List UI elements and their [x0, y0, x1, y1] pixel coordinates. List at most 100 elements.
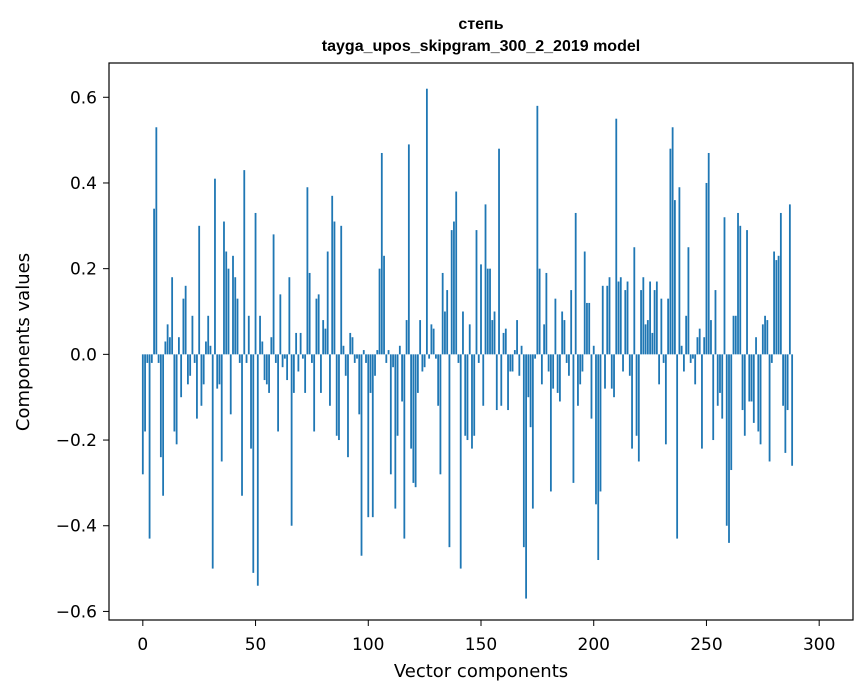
bar-29 — [207, 315, 210, 355]
bar-152 — [484, 204, 487, 355]
bar-26 — [200, 354, 203, 406]
bar-113 — [396, 354, 399, 436]
bar-10 — [164, 341, 167, 355]
bar-252 — [710, 320, 712, 355]
bar-57 — [270, 337, 273, 355]
y-tick-label: −0.6 — [56, 602, 97, 622]
bar-76 — [313, 354, 316, 432]
bar-146 — [471, 354, 473, 449]
bar-257 — [721, 354, 724, 419]
bar-98 — [362, 350, 365, 355]
bar-132 — [439, 354, 442, 475]
bar-197 — [586, 302, 588, 355]
bar-287 — [788, 204, 791, 355]
bar-119 — [410, 354, 413, 449]
bar-210 — [615, 118, 618, 355]
bar-258 — [723, 217, 726, 355]
bar-208 — [610, 354, 613, 389]
x-axis-ticks: 0 50 100 150 200 250 300 — [137, 620, 835, 655]
y-tick-label: −0.4 — [56, 517, 97, 537]
bar-7 — [157, 354, 160, 363]
bar-246 — [696, 337, 699, 355]
bar-179 — [545, 272, 548, 355]
bar-205 — [604, 354, 606, 389]
bar-25 — [198, 225, 201, 355]
bar-81 — [324, 328, 327, 355]
y-tick-label: 0.4 — [70, 174, 97, 194]
bar-171 — [527, 354, 530, 398]
bar-262 — [732, 315, 735, 355]
bar-108 — [385, 354, 388, 363]
bar-254 — [714, 290, 717, 355]
bar-165 — [513, 350, 516, 355]
bar-190 — [570, 290, 573, 355]
bar-130 — [435, 354, 437, 359]
bar-110 — [389, 354, 392, 475]
bar-120 — [412, 354, 415, 483]
bar-180 — [547, 354, 550, 372]
bar-261 — [730, 354, 733, 471]
bar-12 — [168, 337, 171, 355]
bar-209 — [613, 354, 615, 398]
y-tick-label: −0.2 — [56, 431, 97, 451]
bar-274 — [759, 354, 762, 445]
y-tick-label: 0.0 — [70, 345, 97, 365]
bar-48 — [250, 354, 252, 449]
y-tick-label: 0.2 — [70, 260, 97, 280]
bar-53 — [261, 341, 264, 355]
bar-161 — [504, 328, 507, 355]
bar-33 — [216, 354, 219, 389]
bar-88 — [340, 225, 343, 355]
bar-124 — [421, 354, 424, 372]
x-tick-label: 50 — [245, 635, 267, 655]
bar-251 — [707, 152, 710, 355]
bar-154 — [489, 268, 491, 355]
bar-280 — [773, 251, 775, 355]
bar-231 — [662, 354, 665, 363]
bar-173 — [531, 354, 534, 509]
bar-240 — [683, 354, 685, 372]
bar-43 — [238, 354, 241, 363]
bar-105 — [378, 268, 381, 355]
bar-74 — [308, 272, 311, 355]
bar-245 — [694, 354, 697, 385]
bar-181 — [549, 354, 552, 492]
bar-212 — [619, 277, 622, 355]
bar-100 — [367, 354, 370, 518]
bar-270 — [750, 354, 753, 402]
bar-226 — [651, 332, 654, 355]
bar-186 — [561, 311, 564, 355]
bar-185 — [559, 354, 561, 402]
bar-247 — [698, 328, 701, 355]
bar-239 — [680, 345, 683, 355]
bar-237 — [676, 354, 679, 539]
bar-52 — [259, 315, 261, 355]
bar-221 — [640, 290, 642, 355]
bar-114 — [398, 345, 401, 355]
x-tick-label: 250 — [690, 635, 722, 655]
bar-189 — [568, 354, 570, 376]
bar-46 — [245, 354, 248, 363]
bar-160 — [502, 332, 505, 355]
bar-144 — [466, 354, 469, 441]
bar-269 — [748, 354, 751, 402]
bar-31 — [211, 354, 214, 569]
bar-281 — [775, 260, 778, 355]
bar-37 — [225, 251, 228, 355]
bar-93 — [351, 337, 354, 355]
bar-225 — [649, 281, 651, 355]
bar-268 — [746, 230, 748, 355]
bar-265 — [739, 225, 742, 355]
bar-236 — [673, 200, 676, 355]
bar-95 — [356, 354, 358, 359]
bar-20 — [187, 354, 189, 385]
bar-63 — [283, 354, 286, 359]
x-tick-label: 200 — [578, 635, 610, 655]
bar-68 — [295, 332, 298, 355]
bar-32 — [214, 178, 216, 355]
bar-135 — [446, 290, 449, 355]
bar-193 — [577, 354, 579, 406]
bar-75 — [311, 354, 313, 363]
bar-96 — [358, 354, 361, 415]
bar-18 — [182, 298, 185, 355]
